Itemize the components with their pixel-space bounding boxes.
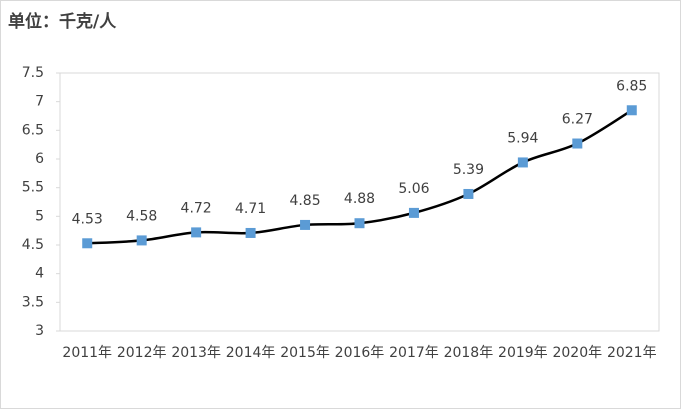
chart-title: 单位：千克/人 bbox=[8, 11, 117, 32]
marker bbox=[191, 227, 202, 238]
y-tick-label: 7 bbox=[35, 94, 44, 110]
y-tick-label: 5.5 bbox=[22, 180, 44, 196]
data-label: 5.94 bbox=[507, 130, 538, 146]
x-tick-label: 2021年 bbox=[607, 345, 657, 361]
x-tick-label: 2015年 bbox=[280, 345, 330, 361]
y-tick-label: 6.5 bbox=[22, 122, 44, 138]
marker bbox=[408, 207, 419, 218]
data-label: 5.39 bbox=[453, 162, 484, 178]
data-label: 4.72 bbox=[181, 200, 212, 216]
marker bbox=[517, 157, 528, 168]
marker bbox=[82, 238, 93, 249]
y-tick-label: 7.5 bbox=[22, 65, 44, 81]
x-tick-label: 2019年 bbox=[498, 345, 548, 361]
data-label: 6.27 bbox=[562, 112, 593, 128]
data-label: 6.85 bbox=[616, 78, 647, 94]
x-tick-label: 2016年 bbox=[335, 345, 385, 361]
y-tick-label: 4.5 bbox=[22, 237, 44, 253]
x-tick-label: 2011年 bbox=[62, 345, 112, 361]
y-tick-label: 5 bbox=[35, 208, 44, 224]
x-tick-label: 2017年 bbox=[389, 345, 439, 361]
x-tick-label: 2020年 bbox=[552, 345, 602, 361]
marker bbox=[626, 105, 637, 116]
data-label: 4.71 bbox=[235, 201, 266, 217]
y-tick-label: 4 bbox=[35, 266, 44, 282]
data-label: 5.06 bbox=[398, 181, 429, 197]
data-label: 4.85 bbox=[289, 193, 320, 209]
marker bbox=[463, 188, 474, 199]
plot-frame bbox=[59, 72, 660, 332]
marker bbox=[354, 218, 365, 229]
x-tick-label: 2013年 bbox=[171, 345, 221, 361]
y-tick-label: 3.5 bbox=[22, 294, 44, 310]
data-label: 4.58 bbox=[126, 208, 157, 224]
y-tick-label: 3 bbox=[35, 323, 44, 339]
data-label: 4.88 bbox=[344, 191, 375, 207]
x-tick-label: 2014年 bbox=[226, 345, 276, 361]
marker bbox=[245, 227, 256, 238]
y-tick-label: 6 bbox=[35, 151, 44, 167]
marker bbox=[572, 138, 583, 149]
x-tick-label: 2012年 bbox=[117, 345, 167, 361]
marker bbox=[300, 219, 311, 230]
x-tick-label: 2018年 bbox=[444, 345, 494, 361]
marker bbox=[136, 235, 147, 246]
data-label: 4.53 bbox=[72, 211, 103, 227]
